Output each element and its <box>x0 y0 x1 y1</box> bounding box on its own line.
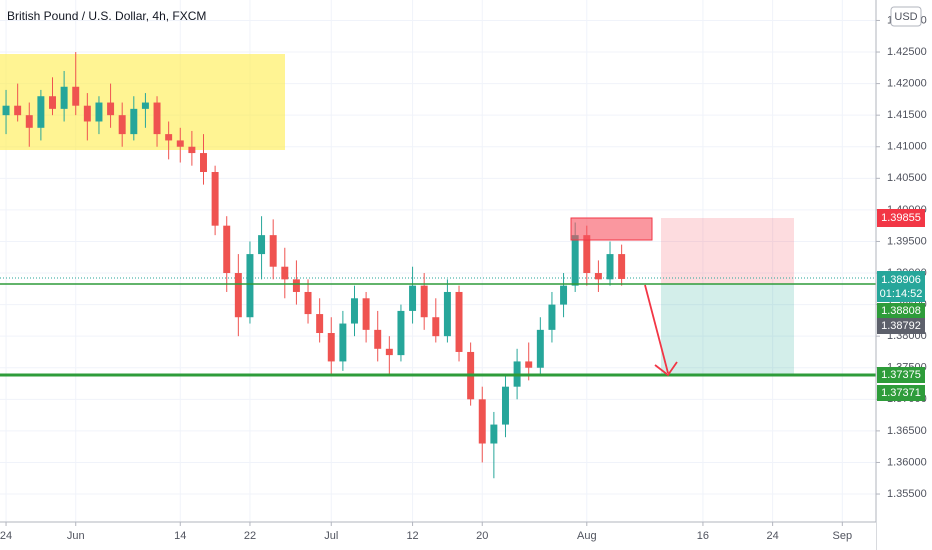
candle-body <box>60 86 68 109</box>
x-tick-label: 24 <box>0 530 12 542</box>
candle-body <box>316 314 324 334</box>
candle-body <box>37 96 45 128</box>
price-label: 1.39855 <box>881 212 921 224</box>
candle-body <box>14 105 22 116</box>
candle-body <box>327 333 335 362</box>
candle-body <box>385 348 393 356</box>
price-label-bg <box>877 367 925 383</box>
candle-body <box>269 235 277 267</box>
x-tick-label: 14 <box>174 530 186 542</box>
candle-body <box>281 266 289 280</box>
price-label-bg <box>877 385 925 401</box>
arrow <box>644 284 669 374</box>
candle-body <box>118 115 126 135</box>
candle-body <box>606 254 614 280</box>
x-tick-label: Aug <box>577 530 597 542</box>
price-label: 1.37371 <box>881 387 921 399</box>
time-axis <box>0 522 876 550</box>
price-label: 1.38906 <box>881 274 921 286</box>
candle-body <box>25 115 33 128</box>
candle-body <box>141 102 149 109</box>
currency-box <box>890 6 922 27</box>
candle-body <box>339 323 347 362</box>
candle-body <box>409 285 417 311</box>
candle-body <box>107 102 115 116</box>
y-tick-label: 1.41500 <box>887 109 927 121</box>
stop-area <box>661 218 794 284</box>
candle-body <box>362 298 370 330</box>
candle-body <box>246 254 254 318</box>
y-tick-label: 1.42500 <box>887 46 927 58</box>
candle-body <box>130 108 138 135</box>
x-tick-label: Sep <box>833 530 853 542</box>
price-label: 1.37375 <box>881 369 921 381</box>
candle-body <box>420 285 428 318</box>
candle-body <box>536 329 544 368</box>
y-tick-label: 1.42000 <box>887 78 927 90</box>
price-label-bg <box>877 318 925 334</box>
candle-body <box>2 105 10 116</box>
currency: USD <box>894 11 917 23</box>
candle-body <box>560 285 568 305</box>
countdown: 01:14:52 <box>880 288 923 300</box>
price-label-bg <box>877 209 925 227</box>
candle-body <box>351 298 358 324</box>
candle-body <box>618 254 626 279</box>
arrow-head <box>654 361 678 377</box>
x-tick-label: 12 <box>406 530 418 542</box>
candle-body <box>525 361 533 368</box>
candle-body <box>490 424 498 444</box>
candle-body <box>292 279 300 292</box>
y-tick-label: 1.39500 <box>887 235 927 247</box>
price-label-bg <box>877 303 925 319</box>
supply-zone <box>0 54 285 150</box>
resistance-box <box>570 217 653 241</box>
candle-body <box>188 146 196 154</box>
candle-body <box>72 86 80 106</box>
candle-body <box>304 291 312 315</box>
candle-body <box>200 153 207 173</box>
candle-body <box>176 140 184 147</box>
candle-body <box>95 102 103 122</box>
candle-body <box>478 399 486 444</box>
candles <box>2 52 626 479</box>
target-area <box>661 284 794 374</box>
y-tick-label: 1.35500 <box>887 488 927 500</box>
candle-body <box>443 291 451 337</box>
x-tick-label: 22 <box>244 530 256 542</box>
grid <box>0 0 876 522</box>
candle-body <box>211 172 219 226</box>
price-label-bg <box>877 271 925 302</box>
candle-body <box>258 235 266 255</box>
candle-body <box>397 310 405 356</box>
x-tick-label: Jul <box>324 530 338 542</box>
y-tick-label: 1.41000 <box>887 141 927 153</box>
candle-body <box>583 235 591 274</box>
x-tick-label: 24 <box>767 530 779 542</box>
x-tick-label: 20 <box>476 530 488 542</box>
y-tick-label: 1.36500 <box>887 425 927 437</box>
candle-body <box>548 304 556 330</box>
candle-body <box>455 291 463 352</box>
y-tick-label: 1.36000 <box>887 456 927 468</box>
y-tick-label: 1.40500 <box>887 172 927 184</box>
price-label: 1.38792 <box>881 320 921 332</box>
candle-body <box>165 134 173 141</box>
candle-body <box>374 329 382 349</box>
x-tick-label: Jun <box>67 530 85 542</box>
chart-title: British Pound / U.S. Dollar, 4h, FXCM <box>7 9 206 23</box>
candle-body <box>83 105 91 122</box>
price-label: 1.38808 <box>881 305 921 317</box>
candle-body <box>223 225 231 274</box>
candle-body <box>571 235 579 286</box>
candle-body <box>501 386 509 425</box>
candle-body <box>49 96 56 109</box>
candle-body <box>594 273 602 280</box>
candle-body <box>432 317 440 337</box>
candle-body <box>153 102 161 135</box>
candle-body <box>234 273 242 318</box>
x-tick-label: 16 <box>697 530 709 542</box>
